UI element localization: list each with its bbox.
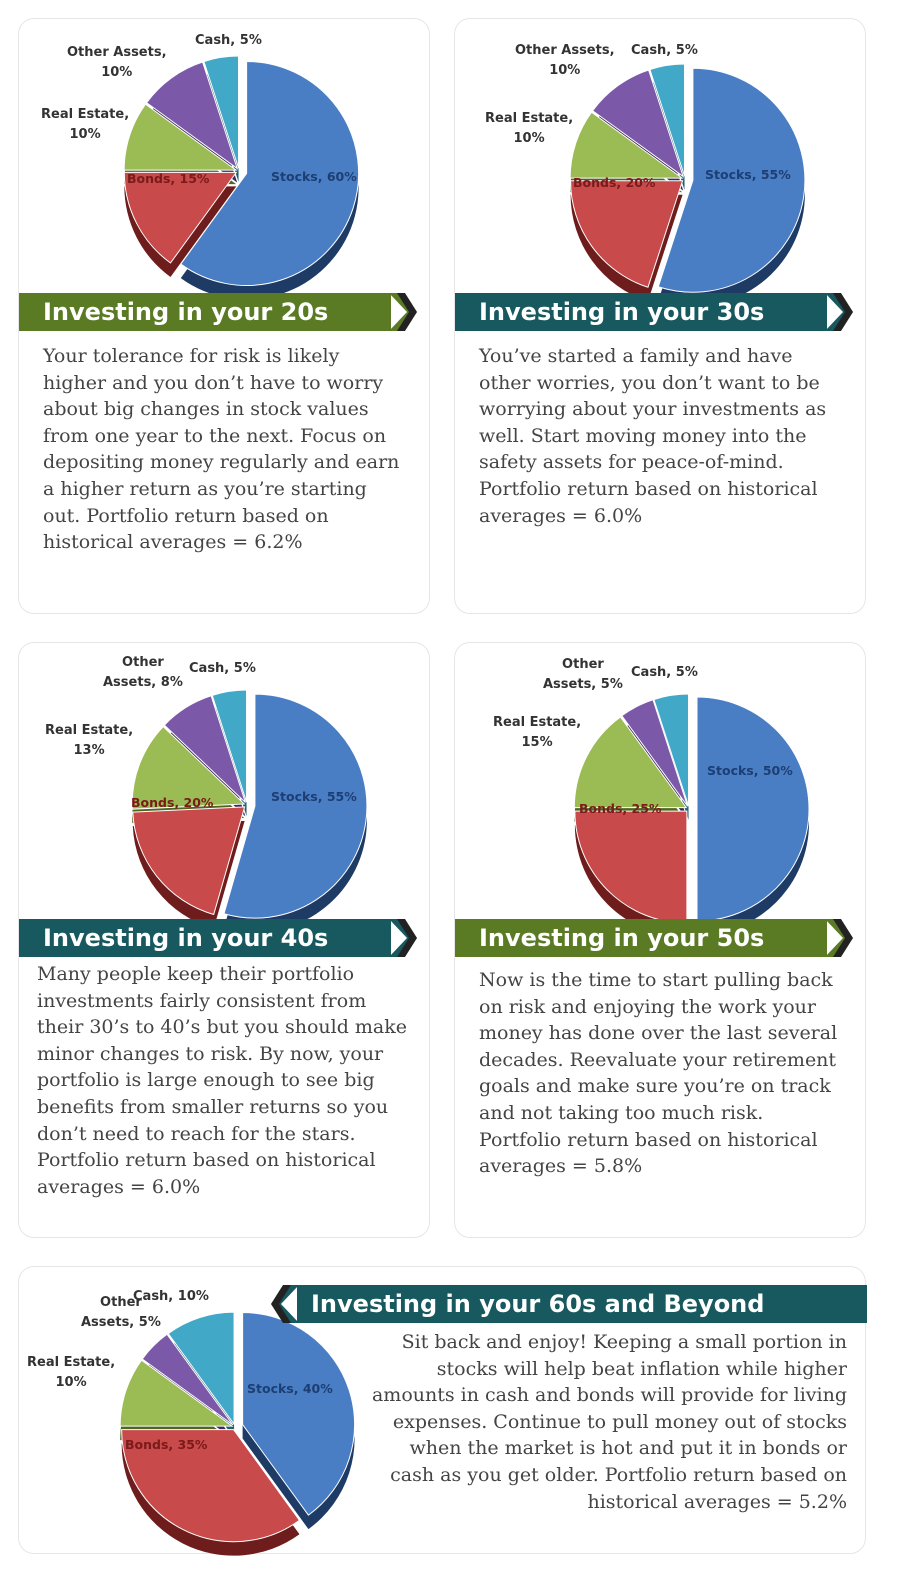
- label-other-assets: Other Assets, 5%: [543, 657, 623, 692]
- label-cash: Cash, 5%: [195, 33, 262, 48]
- card-shadow: [453, 607, 867, 621]
- label-cash: Cash, 10%: [133, 1289, 209, 1304]
- label-real-estate: Real Estate, 10%: [27, 1355, 116, 1390]
- label-stocks: Stocks, 55%: [271, 789, 357, 804]
- card-40s: Other Assets, 8% Cash, 5% Real Estate, 13%…: [17, 642, 431, 1245]
- section-title: Investing in your 30s: [479, 298, 765, 326]
- label-real-estate: Real Estate, 13%: [45, 723, 134, 758]
- card-30s: Other Assets, 10% Cash, 5% Real Estate, 10…: [453, 18, 867, 621]
- chevron-right-icon: [825, 293, 853, 331]
- section-banner-40s: Investing in your 40s: [19, 919, 391, 957]
- label-bonds: Bonds, 20%: [573, 175, 656, 190]
- section-banner-60s: Investing in your 60s and Beyond: [297, 1285, 867, 1323]
- section-description: You’ve started a family and have other w…: [479, 345, 827, 527]
- pie-chart-20s: [115, 49, 365, 313]
- label-real-estate: Real Estate, 10%: [41, 107, 130, 142]
- card-shadow: [453, 1231, 867, 1245]
- label-stocks: Stocks, 50%: [707, 763, 793, 778]
- section-banner-20s: Investing in your 20s: [19, 293, 391, 331]
- card-60s-beyond: Other Assets, 5% Cash, 10% Real Estate, 10…: [17, 1266, 867, 1561]
- card-50s: Other Assets, 5% Cash, 5% Real Estate, 15%…: [453, 642, 867, 1245]
- label-other-assets: Other Assets, 8%: [103, 655, 183, 690]
- chevron-right-icon: [389, 919, 417, 957]
- card-20s: Other Assets, 10% Cash, 5% Real Estate, 10…: [17, 18, 431, 621]
- card-shadow: [17, 607, 431, 621]
- pie-chart-50s: [565, 687, 815, 951]
- section-description: Many people keep their portfolio investm…: [37, 963, 408, 1198]
- label-stocks: Stocks, 55%: [705, 167, 791, 182]
- section-title: Investing in your 40s: [43, 924, 329, 952]
- label-stocks: Stocks, 40%: [247, 1381, 333, 1396]
- label-real-estate: Real Estate, 10%: [485, 111, 574, 146]
- label-other-assets: Other Assets, 10%: [67, 45, 167, 80]
- section-title: Investing in your 50s: [479, 924, 765, 952]
- card-shadow: [17, 1231, 431, 1245]
- label-cash: Cash, 5%: [631, 665, 698, 680]
- chevron-right-icon: [825, 919, 853, 957]
- label-other-assets: Other Assets, 10%: [515, 43, 615, 78]
- pie-chart-60s: [111, 1305, 361, 1569]
- label-bonds: Bonds, 35%: [125, 1437, 208, 1452]
- section-banner-30s: Investing in your 30s: [455, 293, 827, 331]
- pie-chart-30s: [561, 57, 811, 321]
- section-description: Your tolerance for risk is likely higher…: [43, 345, 400, 554]
- section-description: Sit back and enjoy! Keeping a small port…: [371, 1331, 847, 1513]
- label-cash: Cash, 5%: [631, 43, 698, 58]
- chevron-left-icon: [271, 1285, 299, 1323]
- pie-chart-40s: [123, 683, 373, 947]
- label-bonds: Bonds, 25%: [579, 801, 662, 816]
- label-other-assets: Other Assets, 5%: [81, 1295, 161, 1330]
- label-bonds: Bonds, 15%: [127, 171, 210, 186]
- section-title: Investing in your 20s: [43, 298, 329, 326]
- label-real-estate: Real Estate, 15%: [493, 715, 582, 750]
- section-title: Investing in your 60s and Beyond: [311, 1290, 765, 1318]
- chevron-right-icon: [389, 293, 417, 331]
- label-cash: Cash, 5%: [189, 661, 256, 676]
- section-banner-50s: Investing in your 50s: [455, 919, 827, 957]
- label-bonds: Bonds, 20%: [131, 795, 214, 810]
- section-description: Now is the time to start pulling back on…: [479, 969, 838, 1178]
- label-stocks: Stocks, 60%: [271, 169, 357, 184]
